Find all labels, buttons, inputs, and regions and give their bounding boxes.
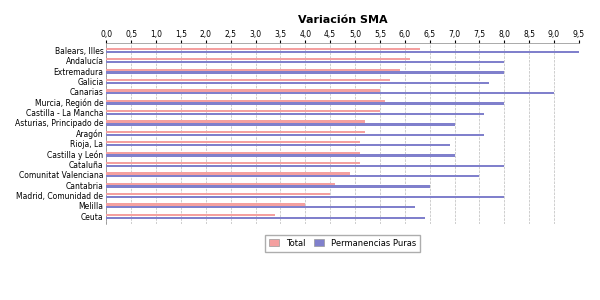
Bar bbox=[106, 71, 505, 74]
Bar bbox=[106, 183, 335, 185]
Bar bbox=[106, 82, 490, 84]
Bar bbox=[106, 79, 390, 81]
Bar bbox=[106, 69, 400, 71]
Bar bbox=[106, 152, 360, 154]
Bar bbox=[106, 48, 420, 50]
Legend: Total, Permanencias Puras: Total, Permanencias Puras bbox=[265, 235, 420, 252]
Bar bbox=[106, 162, 360, 164]
Bar bbox=[106, 144, 449, 146]
Bar bbox=[106, 196, 505, 198]
Title: Variación SMA: Variación SMA bbox=[298, 15, 388, 25]
Bar bbox=[106, 110, 380, 112]
Bar bbox=[106, 172, 350, 175]
Bar bbox=[106, 154, 455, 157]
Bar bbox=[106, 103, 505, 105]
Bar bbox=[106, 92, 554, 94]
Bar bbox=[106, 206, 415, 208]
Bar bbox=[106, 217, 425, 219]
Bar bbox=[106, 185, 430, 188]
Bar bbox=[106, 89, 380, 92]
Bar bbox=[106, 175, 479, 177]
Bar bbox=[106, 120, 365, 123]
Bar bbox=[106, 165, 505, 167]
Bar bbox=[106, 113, 484, 115]
Bar bbox=[106, 193, 330, 195]
Bar bbox=[106, 51, 579, 53]
Bar bbox=[106, 134, 484, 136]
Bar bbox=[106, 141, 360, 143]
Bar bbox=[106, 203, 305, 206]
Bar bbox=[106, 214, 275, 216]
Bar bbox=[106, 100, 385, 102]
Bar bbox=[106, 123, 455, 125]
Bar bbox=[106, 58, 410, 61]
Bar bbox=[106, 61, 505, 63]
Bar bbox=[106, 131, 365, 133]
